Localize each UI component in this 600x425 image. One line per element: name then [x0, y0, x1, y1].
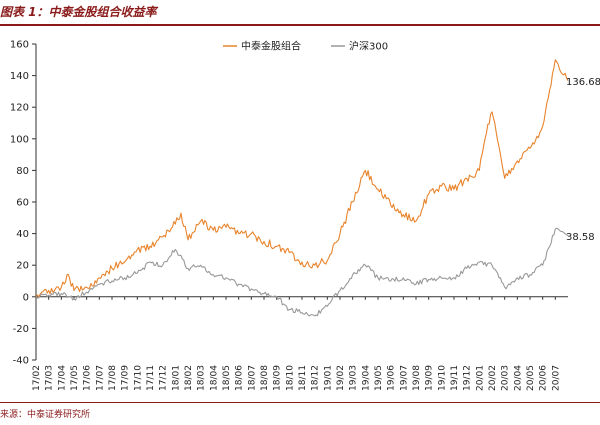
x-tick-label: 19/07 [399, 365, 409, 391]
x-tick-label: 19/08 [412, 365, 422, 391]
x-tick-label: 20/04 [513, 365, 523, 391]
x-tick-label: 19/01 [323, 365, 333, 391]
x-tick-label: 18/03 [197, 365, 207, 391]
y-tick-label: 80 [16, 166, 29, 177]
x-tick-label: 17/05 [70, 365, 80, 391]
footer-rule [0, 402, 600, 403]
x-tick-label: 20/05 [526, 365, 536, 391]
x-tick-label: 17/07 [95, 365, 105, 391]
y-tick-label: 60 [16, 198, 29, 209]
x-tick-label: 18/08 [260, 365, 270, 391]
legend-label: 中泰金股组合 [241, 40, 301, 53]
x-tick-label: 17/03 [45, 365, 55, 391]
chart-legend: 中泰金股组合 沪深300 [223, 40, 388, 53]
y-tick-label: 160 [10, 40, 29, 51]
end-value-label-csi300: 38.58 [566, 232, 595, 243]
y-tick-label: 0 [23, 292, 29, 303]
x-tick-label: 17/10 [133, 365, 143, 391]
figure-source: 来源：中泰证券研究所 [0, 410, 91, 420]
y-tick-label: -20 [13, 324, 29, 335]
x-tick-label: 18/04 [209, 365, 219, 391]
x-tick-label: 19/11 [450, 365, 460, 391]
x-tick-label: 18/11 [298, 365, 308, 391]
x-tick-label: 17/06 [83, 365, 93, 391]
end-value-label-portfolio: 136.68 [566, 77, 600, 88]
series-line-csi300 [35, 227, 569, 317]
x-tick-label: 18/07 [247, 365, 257, 391]
x-tick-label: 17/09 [121, 365, 131, 391]
x-tick-label: 20/03 [501, 365, 511, 391]
x-tick-label: 17/02 [32, 365, 42, 391]
x-tick-label: 19/10 [437, 365, 447, 391]
x-tick-label: 20/02 [488, 365, 498, 391]
x-tick-label: 17/12 [159, 365, 169, 391]
x-tick-label: 17/08 [108, 365, 118, 391]
x-tick-label: 19/12 [463, 365, 473, 391]
x-tick-label: 19/02 [336, 365, 346, 391]
x-tick-label: 20/06 [539, 365, 549, 391]
x-tick-label: 19/05 [374, 365, 384, 391]
y-tick-label: 100 [10, 134, 29, 145]
x-tick-label: 19/06 [387, 365, 397, 391]
y-tick-label: 120 [10, 103, 29, 114]
figure-title: 图表 1：中泰金股组合收益率 [0, 5, 157, 19]
y-tick-label: -40 [13, 356, 29, 367]
x-tick-label: 17/04 [57, 365, 67, 391]
legend-label: 沪深300 [349, 40, 388, 53]
x-tick-label: 19/09 [425, 365, 435, 391]
x-tick-label: 20/07 [551, 365, 561, 391]
series-line-portfolio [35, 59, 569, 298]
y-tick-label: 20 [16, 261, 29, 272]
title-rule [0, 24, 600, 26]
x-tick-label: 20/01 [475, 365, 485, 391]
x-tick-label: 17/11 [146, 365, 156, 391]
x-tick-label: 18/09 [273, 365, 283, 391]
y-tick-label: 140 [10, 71, 29, 82]
x-tick-label: 19/03 [349, 365, 359, 391]
x-tick-label: 18/01 [171, 365, 181, 391]
x-tick-label: 18/02 [184, 365, 194, 391]
x-tick-label: 18/05 [222, 365, 232, 391]
series-layer: 136.68 38.58 [35, 59, 600, 317]
x-tick-label: 19/04 [361, 365, 371, 391]
figure-header: 图表 1：中泰金股组合收益率 [0, 0, 600, 27]
x-tick-label: 18/12 [311, 365, 321, 391]
x-tick-label: 18/10 [285, 365, 295, 391]
y-tick-label: 40 [16, 229, 29, 240]
x-tick-label: 18/06 [235, 365, 245, 391]
